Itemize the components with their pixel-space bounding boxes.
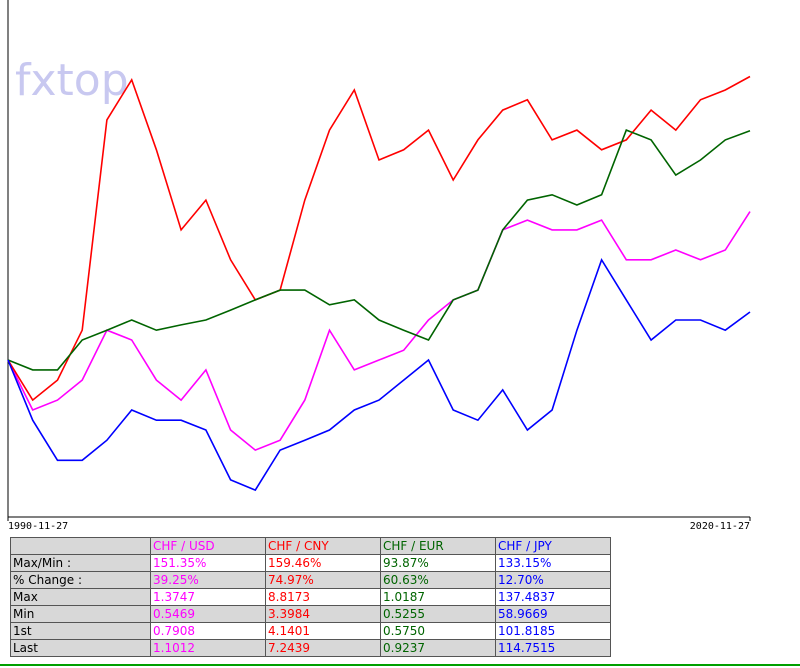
stat-cell: 133.15% — [495, 554, 611, 572]
stat-cell: 1.3747 — [150, 588, 266, 606]
row-label: 1st — [10, 622, 151, 640]
row-label: Last — [10, 639, 151, 657]
corner-cell — [10, 537, 151, 555]
stat-cell: 0.5255 — [380, 605, 496, 623]
row-label: Min — [10, 605, 151, 623]
stat-cell: 8.8173 — [265, 588, 381, 606]
stats-row: % Change :39.25% 74.97% 60.63% 12.70% — [10, 571, 611, 589]
stat-cell: 39.25% — [150, 571, 266, 589]
row-label: % Change : — [10, 571, 151, 589]
stats-row: Last 1.1012 7.2439 0.9237 114.7515 — [10, 639, 611, 657]
stat-cell: 101.8185 — [495, 622, 611, 640]
series-line — [7, 257, 751, 492]
legend-entry: CHF / EUR — [380, 537, 496, 555]
x-tick-label: 2020-11-27 — [690, 521, 750, 532]
stat-cell: 137.4837 — [495, 588, 611, 606]
stats-row: Min 0.5469 3.3984 0.5255 58.9669 — [10, 605, 611, 623]
stat-cell: 159.46% — [265, 554, 381, 572]
stats-row: Max 1.3747 8.8173 1.0187 137.4837 — [10, 588, 611, 606]
stat-cell: 4.1401 — [265, 622, 381, 640]
legend-entry: CHF / CNY — [265, 537, 381, 555]
stat-cell: 7.2439 — [265, 639, 381, 657]
stat-cell: 0.5750 — [380, 622, 496, 640]
stat-cell: 0.5469 — [150, 605, 266, 623]
stats-table: CHF / USD CHF / CNY CHF / EUR CHF / JPY Max/… — [10, 537, 611, 657]
stat-cell: 0.7908 — [150, 622, 266, 640]
stat-cell: 1.1012 — [150, 639, 266, 657]
legend-entry: CHF / USD — [150, 537, 266, 555]
stat-cell: 60.63% — [380, 571, 496, 589]
header-row: CHF / USD CHF / CNY CHF / EUR CHF / JPY — [10, 537, 611, 555]
stat-cell: 74.97% — [265, 571, 381, 589]
series-line — [7, 129, 751, 371]
row-label: Max — [10, 588, 151, 606]
legend-entry: CHF / JPY — [495, 537, 611, 555]
x-tick-label: 1990-11-27 — [8, 521, 68, 532]
stats-row: 1st 0.7908 4.1401 0.5750 101.8185 — [10, 622, 611, 640]
watermark: fxtop — [15, 55, 129, 106]
stat-cell: 151.35% — [150, 554, 266, 572]
stat-cell: 0.9237 — [380, 639, 496, 657]
stat-cell: 114.7515 — [495, 639, 611, 657]
row-label: Max/Min : — [10, 554, 151, 572]
stat-cell: 3.3984 — [265, 605, 381, 623]
series-line — [7, 75, 751, 402]
series-line — [7, 211, 751, 452]
stat-cell: 1.0187 — [380, 588, 496, 606]
stat-cell: 12.70% — [495, 571, 611, 589]
stats-row: Max/Min :151.35% 159.46% 93.87% 133.15% — [10, 554, 611, 572]
stat-cell: 93.87% — [380, 554, 496, 572]
stat-cell: 58.9669 — [495, 605, 611, 623]
